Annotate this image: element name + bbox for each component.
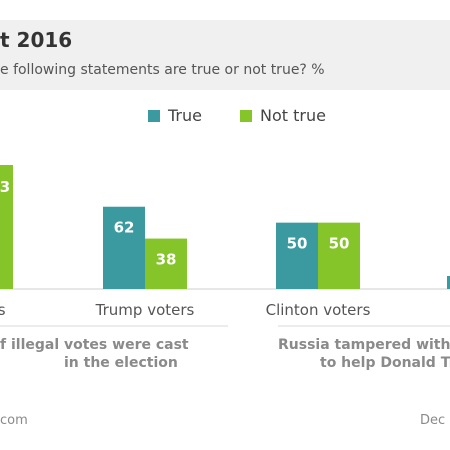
group-caption-line: to help Donald Tr xyxy=(320,355,450,371)
bar-value-label: 50 xyxy=(287,235,308,253)
legend-label-true: True xyxy=(168,106,202,125)
bar-value-label: 3 xyxy=(0,178,10,196)
bar-true xyxy=(103,206,145,289)
chart-title: t 2016 xyxy=(0,28,73,52)
bar-not-true-partial xyxy=(0,165,13,289)
category-label: ers xyxy=(0,301,6,319)
bar-not-true xyxy=(318,222,360,289)
bar-value-label: 62 xyxy=(114,219,135,237)
group-caption-russia: Russia tampered with v to help Donald Tr xyxy=(278,336,450,372)
legend-item-not-true: Not true xyxy=(240,106,326,125)
group-caption-illegal-votes: f illegal votes were cast in the electio… xyxy=(0,336,189,372)
group-caption-line: in the election xyxy=(64,355,178,371)
legend-swatch-true xyxy=(148,109,160,122)
bar-not-true xyxy=(145,238,187,289)
footer-date: Dec xyxy=(420,413,446,428)
bar-value-label: 50 xyxy=(329,235,350,253)
bar-true xyxy=(276,222,318,289)
bar-true-partial xyxy=(447,276,450,289)
bar-value-label: 38 xyxy=(156,251,177,269)
category-label: Trump voters xyxy=(95,301,195,319)
legend-label-not-true: Not true xyxy=(260,106,326,125)
chart-subtitle: e following statements are true or not t… xyxy=(0,62,325,78)
category-label: Clinton voters xyxy=(266,301,371,319)
group-caption-line: Russia tampered with v xyxy=(278,337,450,353)
footer-source: com xyxy=(0,413,28,428)
legend-swatch-not-true xyxy=(240,109,252,122)
group-caption-line: f illegal votes were cast xyxy=(0,337,189,353)
header-band xyxy=(0,20,450,90)
legend-item-true: True xyxy=(148,106,202,125)
